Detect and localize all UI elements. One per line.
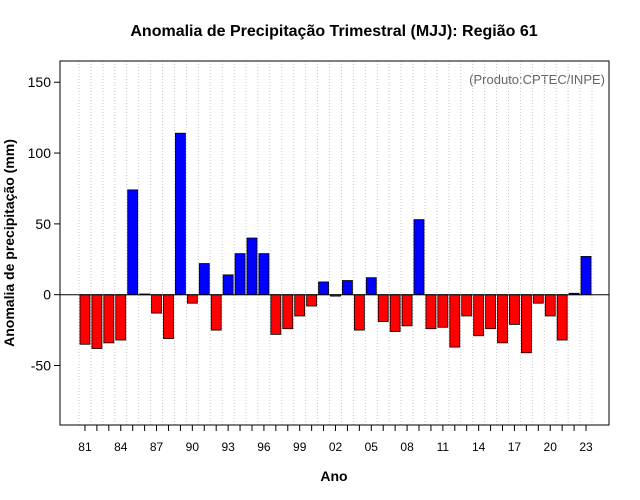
- y-tick-label: 0: [43, 287, 51, 303]
- bar-1983: [103, 294, 115, 344]
- bar-2014: [473, 294, 485, 337]
- bar-2006: [377, 294, 389, 323]
- bar-2017: [509, 294, 520, 325]
- bar-2007: [389, 294, 401, 332]
- grid-lines: [78, 61, 593, 425]
- y-tick-label: 150: [28, 74, 52, 90]
- bar-1993: [222, 274, 234, 296]
- bar-2015: [485, 294, 496, 330]
- plot-frame: [59, 60, 610, 426]
- x-tick-label: 84: [114, 440, 128, 454]
- bar-1982: [91, 294, 103, 349]
- x-tick-label: 20: [544, 440, 558, 454]
- x-tick-label: 14: [472, 440, 486, 454]
- x-tick-label: 17: [508, 440, 522, 454]
- y-tick-label: 50: [35, 216, 51, 232]
- y-tick-label: 100: [28, 145, 52, 161]
- bar-1984: [115, 294, 127, 341]
- bar-1988: [163, 294, 174, 340]
- bar-2008: [401, 294, 413, 327]
- bar-1998: [282, 294, 294, 330]
- bar-2000: [306, 294, 318, 307]
- x-tick-label: 90: [186, 440, 200, 454]
- bar-1981: [79, 294, 91, 345]
- bar-2013: [461, 294, 473, 317]
- bar-2005: [365, 277, 377, 296]
- chart-title: Anomalia de Precipitação Trimestral (MJJ…: [130, 23, 537, 40]
- x-axis: 81 84 87 90 93 96 99 02 05 08 11 14 17 20 23: [78, 425, 593, 454]
- bar-2010: [425, 294, 437, 330]
- bars: [79, 132, 592, 354]
- bar-1989: [175, 132, 186, 296]
- credit-label: (Produto:CPTEC/INPE): [469, 72, 605, 87]
- bar-1987: [151, 294, 162, 314]
- bar-2004: [353, 294, 365, 331]
- y-tick-label: -50: [31, 358, 51, 374]
- bar-2011: [437, 294, 449, 328]
- bar-2018: [520, 294, 532, 354]
- x-tick-label: 87: [150, 440, 164, 454]
- x-tick-label: 99: [293, 440, 307, 454]
- bar-2020: [544, 294, 556, 317]
- x-tick-label: 05: [365, 440, 379, 454]
- x-tick-label: 08: [400, 440, 414, 454]
- bar-1995: [246, 237, 258, 296]
- bar-2016: [497, 294, 508, 344]
- x-tick-label: 02: [329, 440, 343, 454]
- bar-2009: [413, 219, 425, 296]
- x-tick-label: 11: [437, 440, 450, 454]
- bar-2003: [342, 280, 353, 296]
- y-axis-label: Anomalia de precipitação (mm): [1, 139, 17, 347]
- x-tick-label: 81: [78, 440, 92, 454]
- bar-1999: [294, 294, 306, 317]
- bar-2023: [580, 256, 592, 296]
- bar-2021: [556, 294, 568, 341]
- bar-1990: [186, 294, 198, 304]
- bar-1996: [258, 253, 270, 296]
- bar-2001: [318, 281, 329, 296]
- bar-1994: [234, 253, 246, 296]
- bar-2012: [449, 294, 461, 348]
- bar-2019: [532, 294, 544, 304]
- x-axis-label: Ano: [320, 468, 347, 484]
- x-tick-label: 23: [579, 440, 593, 454]
- x-tick-label: 96: [257, 440, 271, 454]
- y-axis: -50 0 50 100 150: [28, 74, 60, 374]
- bar-1992: [210, 294, 222, 331]
- bar-1991: [198, 263, 210, 296]
- x-tick-label: 93: [221, 440, 235, 454]
- bar-1997: [270, 294, 282, 335]
- bar-1985: [127, 189, 139, 296]
